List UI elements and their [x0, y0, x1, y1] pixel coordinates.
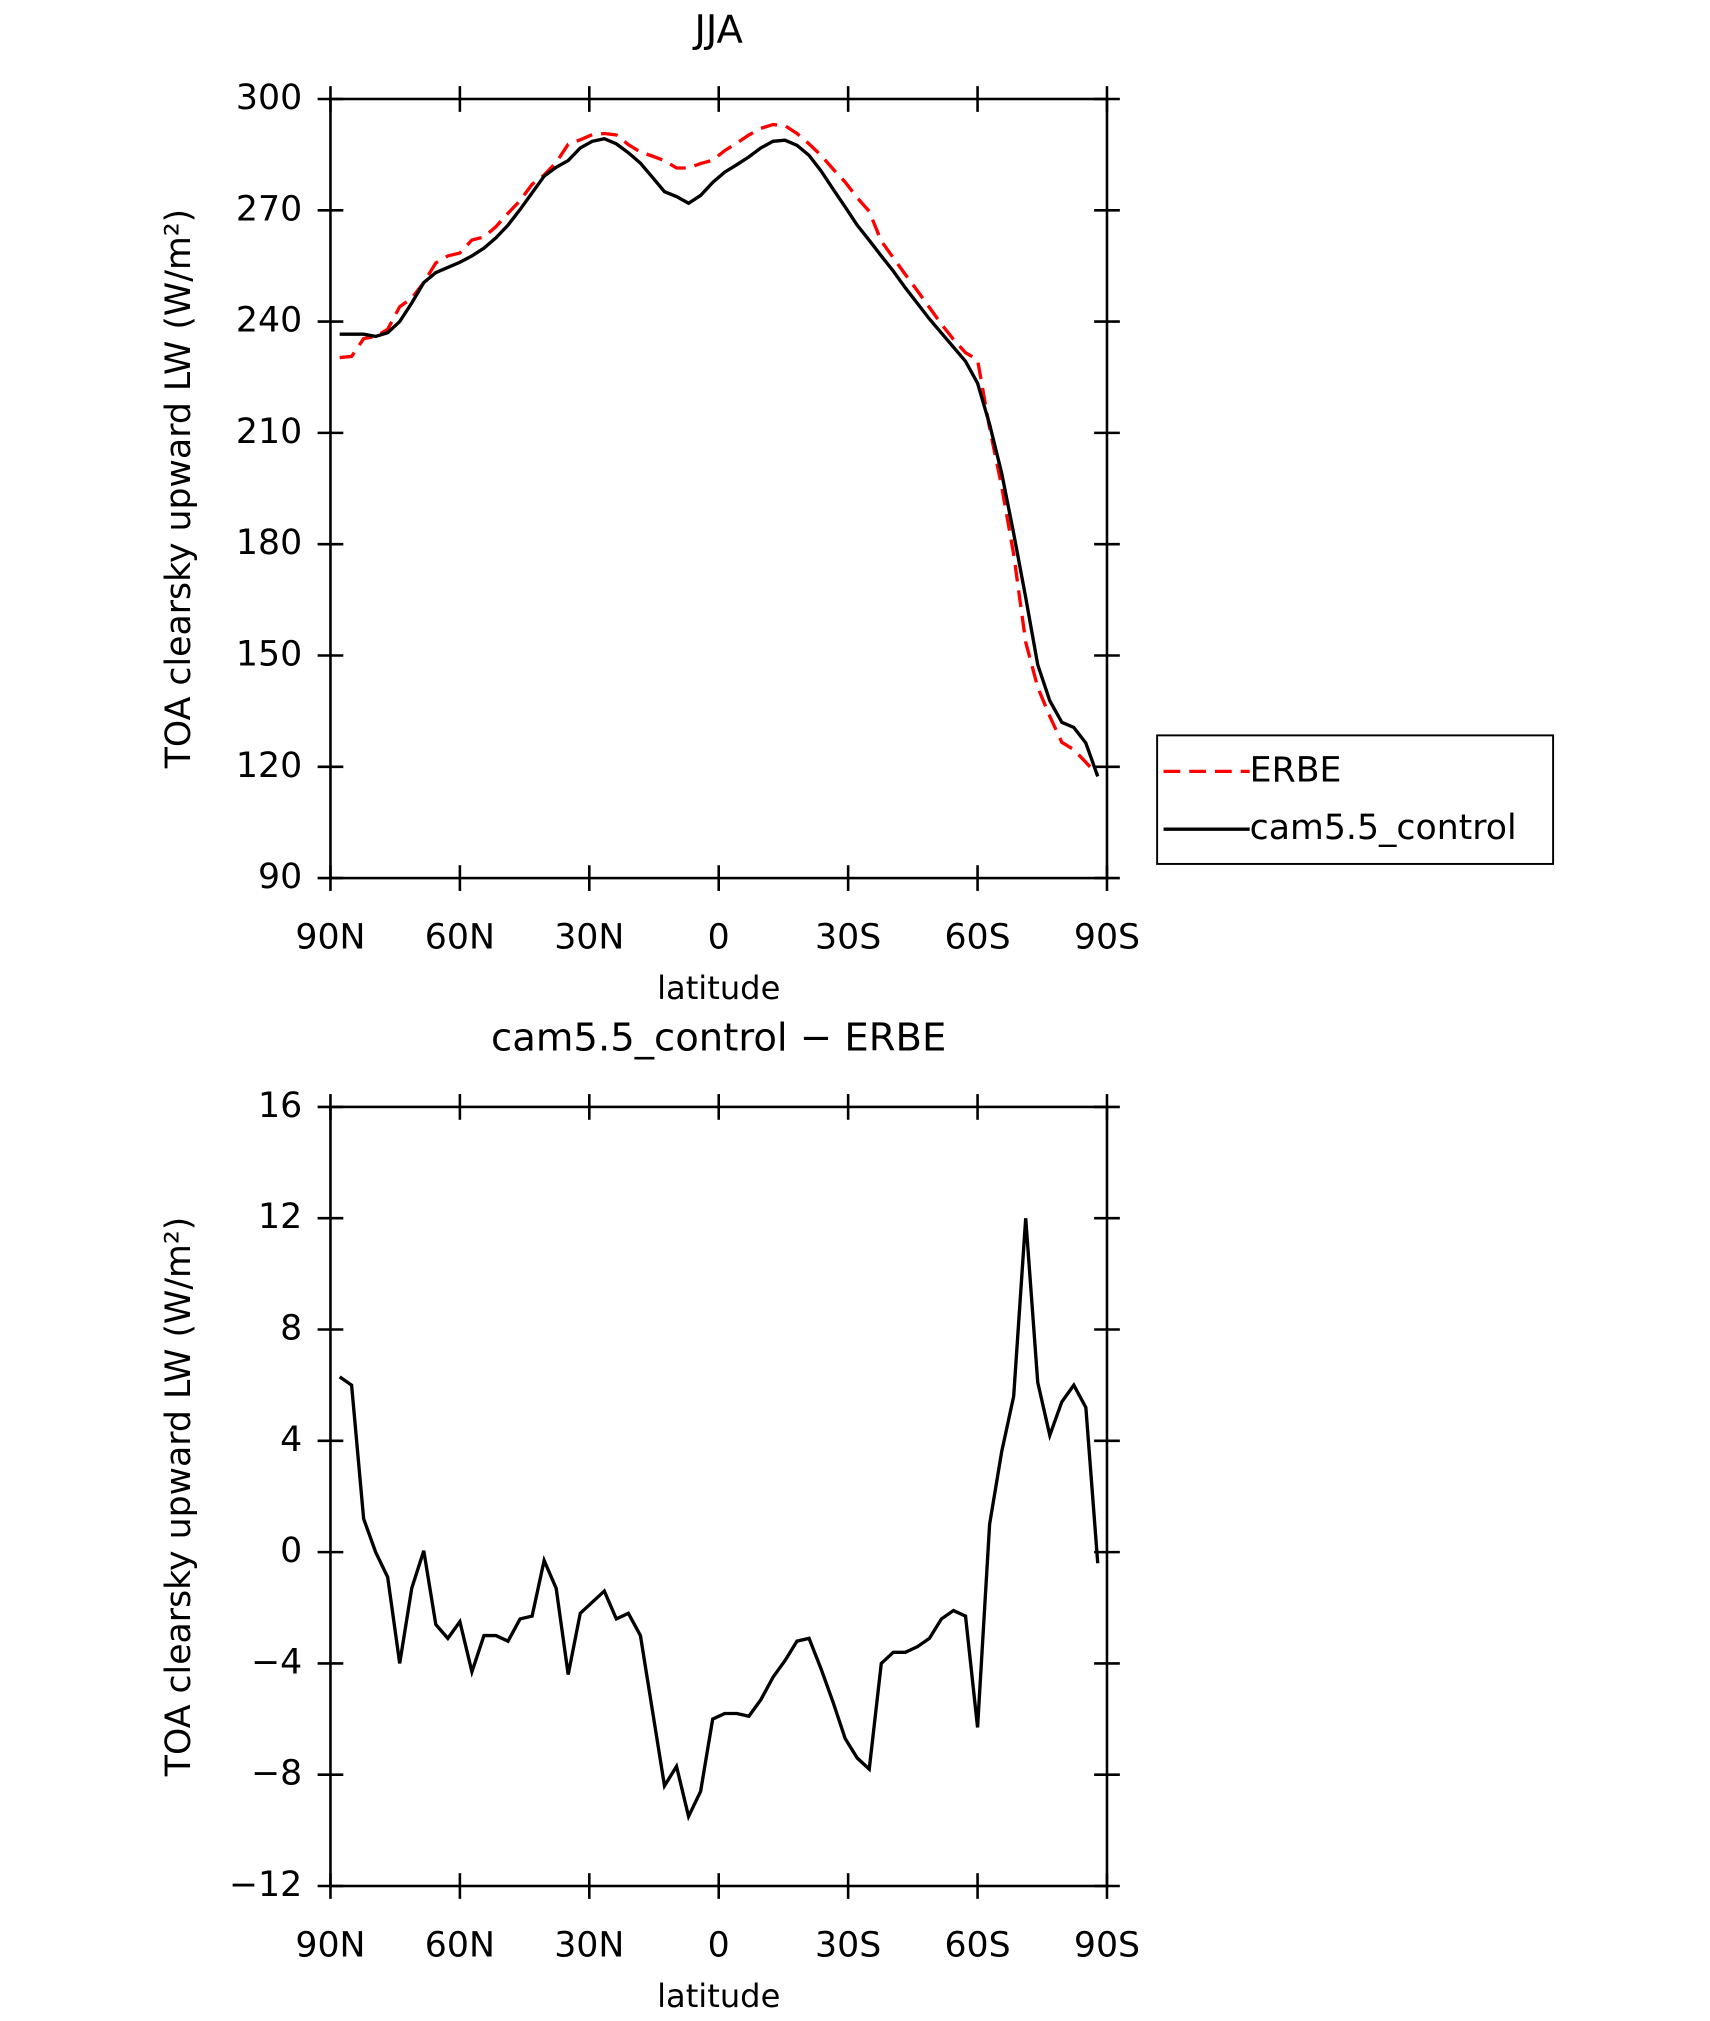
data-line	[339, 136, 1100, 777]
data-line	[338, 1218, 1100, 1822]
chart-title: cam5.5_control − ERBE	[491, 1016, 946, 1061]
x-tick-label: 0	[708, 1925, 730, 1965]
y-tick-label: −8	[251, 1754, 302, 1794]
x-tick-label: 90S	[1074, 918, 1140, 958]
legend-box	[1156, 734, 1555, 865]
x-axis-label: latitude	[657, 969, 780, 1007]
y-tick-label: 180	[236, 523, 302, 563]
y-tick-label: 12	[258, 1197, 302, 1237]
legend-label: ERBE	[1250, 750, 1342, 790]
y-tick-label: 90	[258, 857, 302, 897]
x-tick-label: 30N	[554, 918, 624, 958]
y-tick-label: 240	[236, 301, 302, 341]
plot-frame	[329, 97, 1109, 880]
y-tick-label: 0	[280, 1531, 302, 1571]
x-tick-label: 0	[708, 918, 730, 958]
y-axis-label: TOA clearsky upward LW (W/m²)	[159, 1217, 199, 1777]
y-axis-label: TOA clearsky upward LW (W/m²)	[159, 209, 199, 769]
x-tick-label: 90N	[295, 1925, 365, 1965]
x-tick-label: 90N	[295, 918, 365, 958]
x-tick-label: 60S	[944, 1925, 1010, 1965]
legend-label: cam5.5_control	[1250, 808, 1517, 848]
y-tick-label: 8	[280, 1309, 302, 1349]
x-tick-label: 30S	[815, 1925, 881, 1965]
x-tick-label: 60N	[425, 1925, 495, 1965]
x-tick-label: 30N	[554, 1925, 624, 1965]
y-tick-label: 4	[280, 1420, 302, 1460]
x-axis-label: latitude	[657, 1977, 780, 2015]
y-tick-label: −4	[251, 1642, 302, 1682]
y-tick-label: 210	[236, 412, 302, 452]
x-tick-label: 60S	[944, 918, 1010, 958]
data-line	[339, 122, 1099, 777]
y-tick-label: 16	[258, 1086, 302, 1126]
y-tick-label: −12	[229, 1865, 302, 1905]
x-tick-label: 60N	[425, 918, 495, 958]
plot-frame	[329, 1105, 1109, 1888]
x-tick-label: 30S	[815, 918, 881, 958]
y-tick-label: 300	[236, 78, 302, 118]
x-tick-label: 90S	[1074, 1925, 1140, 1965]
y-tick-label: 270	[236, 189, 302, 229]
chart-title: JJA	[693, 8, 744, 53]
y-tick-label: 120	[236, 746, 302, 786]
y-tick-label: 150	[236, 634, 302, 674]
